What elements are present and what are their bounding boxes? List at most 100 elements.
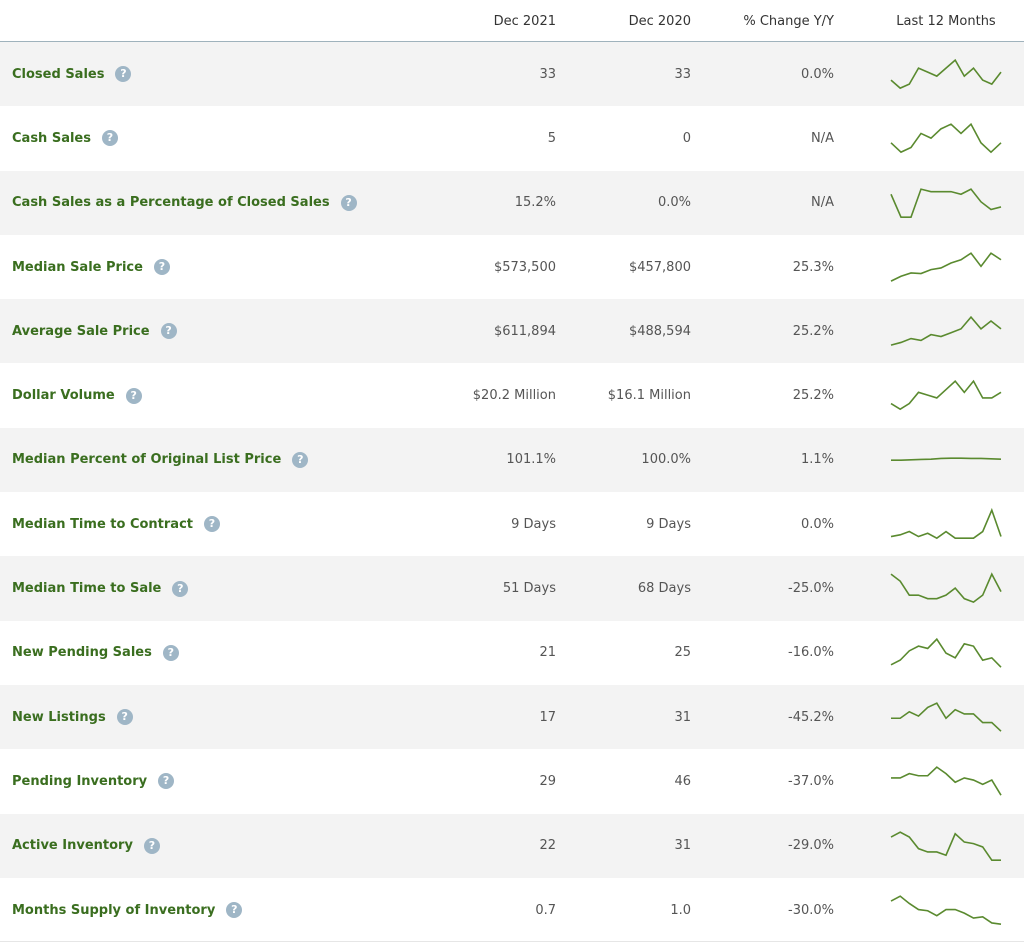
sparkline [890, 492, 1002, 556]
value-dec-2020: 0.0% [657, 195, 691, 211]
table-row: Pending Inventory? 29 46 -37.0% [0, 749, 1024, 814]
row-label-text: Average Sale Price [12, 323, 150, 339]
value-dec-2021: 5 [547, 130, 556, 146]
column-header-dec-2020: Dec 2020 [628, 14, 691, 29]
sparkline-trend-line [891, 457, 1002, 461]
table-row: Dollar Volume? $20.2 Million $16.1 Million… [0, 363, 1024, 428]
row-label-text: New Listings [12, 709, 106, 725]
value-change: 25.2% [792, 388, 834, 404]
help-icon[interactable]: ? [101, 130, 118, 147]
value-change: -29.0% [788, 838, 834, 854]
sparkline [890, 363, 1002, 427]
value-dec-2020: 31 [674, 709, 691, 725]
value-dec-2020: 1.0 [670, 902, 691, 918]
sparkline-chart [890, 251, 1002, 282]
row-label: Median Time to Contract? [12, 492, 220, 556]
table-row: Median Time to Sale? 51 Days 68 Days -25.0% [0, 556, 1024, 621]
sparkline [890, 42, 1002, 106]
table-row: Median Time to Contract? 9 Days 9 Days 0.0% [0, 492, 1024, 557]
row-label: Cash Sales as a Percentage of Closed Sal… [12, 171, 357, 235]
sparkline [890, 621, 1002, 685]
sparkline [890, 685, 1002, 749]
column-header-dec-2021: Dec 2021 [493, 14, 556, 29]
value-dec-2020: $16.1 Million [607, 388, 691, 404]
value-change: N/A [811, 195, 834, 211]
table-row: Median Percent of Original List Price? 10… [0, 427, 1024, 493]
sparkline-chart [891, 766, 1002, 796]
sparkline-chart [890, 508, 1002, 540]
sparkline-chart [890, 637, 1002, 668]
row-label-text: New Pending Sales [12, 645, 152, 661]
sparkline [890, 106, 1002, 170]
sparkline-chart [890, 187, 1002, 218]
help-icon[interactable]: ? [125, 387, 142, 404]
help-icon[interactable]: ? [160, 323, 177, 340]
sparkline [890, 428, 1002, 492]
sparkline-chart [890, 830, 1001, 861]
value-dec-2021: 9 Days [511, 516, 556, 532]
value-change: -16.0% [788, 645, 834, 661]
value-change: -37.0% [788, 773, 834, 789]
row-label-text: Median Percent of Original List Price [12, 452, 282, 468]
row-label: Median Percent of Original List Price? [12, 428, 309, 492]
help-icon[interactable]: ? [226, 902, 243, 918]
help-icon[interactable]: ? [162, 644, 179, 661]
help-icon[interactable]: ? [115, 66, 132, 83]
sparkline-chart [890, 58, 1002, 90]
sparkline-chart [890, 316, 1002, 347]
sparkline-trend-line [890, 508, 1002, 540]
help-icon[interactable]: ? [143, 837, 160, 854]
help-icon[interactable]: ? [340, 194, 357, 211]
sparkline [890, 556, 1002, 620]
row-label-text: Median Time to Sale [12, 581, 162, 597]
row-label-text: Pending Inventory [12, 773, 148, 789]
help-icon[interactable]: ? [153, 259, 170, 276]
table-row: Active Inventory? 22 31 -29.0% [0, 813, 1024, 878]
row-label-text: Months Supply of Inventory [12, 902, 216, 918]
row-label-text: Dollar Volume [12, 388, 115, 404]
help-icon[interactable]: ? [204, 516, 220, 533]
value-change: 25.3% [792, 259, 834, 275]
column-header-last-12-months: Last 12 Months [896, 14, 996, 29]
value-dec-2021: 101.1% [506, 452, 556, 468]
sparkline-chart [891, 702, 1002, 732]
value-dec-2020: 46 [674, 773, 691, 789]
row-label-text: Active Inventory [12, 838, 133, 854]
sparkline-trend-line [890, 895, 1002, 925]
sparkline-trend-line [890, 316, 1002, 347]
row-label: New Pending Sales? [12, 621, 179, 685]
help-icon[interactable]: ? [158, 773, 175, 790]
sparkline-trend-line [891, 702, 1002, 732]
value-dec-2021: 15.2% [514, 195, 556, 211]
value-dec-2021: 29 [539, 773, 556, 789]
help-icon[interactable]: ? [292, 451, 309, 468]
value-dec-2020: 100.0% [641, 452, 691, 468]
value-dec-2021: 51 Days [502, 581, 556, 597]
row-label: Closed Sales? [12, 42, 132, 106]
value-dec-2021: 17 [539, 709, 556, 725]
sparkline-trend-line [890, 380, 1002, 411]
row-label: Average Sale Price? [12, 299, 177, 363]
sparkline-chart [890, 380, 1002, 411]
table-row: Closed Sales? 33 33 0.0% [0, 42, 1024, 107]
value-change: -25.0% [788, 581, 834, 597]
value-change: 0.0% [800, 516, 834, 532]
value-dec-2021: 22 [539, 838, 556, 854]
row-label-text: Cash Sales [12, 130, 91, 146]
value-dec-2021: $573,500 [493, 259, 556, 275]
help-icon[interactable]: ? [172, 580, 189, 597]
table-row: Cash Sales? 5 0 N/A [0, 106, 1024, 171]
sparkline-chart [891, 457, 1002, 461]
row-label: Median Sale Price? [12, 235, 170, 299]
value-change: -30.0% [788, 902, 834, 918]
value-change: 0.0% [800, 66, 834, 82]
help-icon[interactable]: ? [116, 709, 133, 726]
row-label-text: Median Time to Contract [12, 516, 193, 532]
row-label: Dollar Volume? [12, 363, 142, 427]
row-label-text: Median Sale Price [12, 259, 143, 275]
row-label: New Listings? [12, 685, 133, 749]
value-dec-2020: $457,800 [628, 259, 691, 275]
value-dec-2020: 25 [674, 645, 691, 661]
value-change: -45.2% [788, 709, 834, 725]
